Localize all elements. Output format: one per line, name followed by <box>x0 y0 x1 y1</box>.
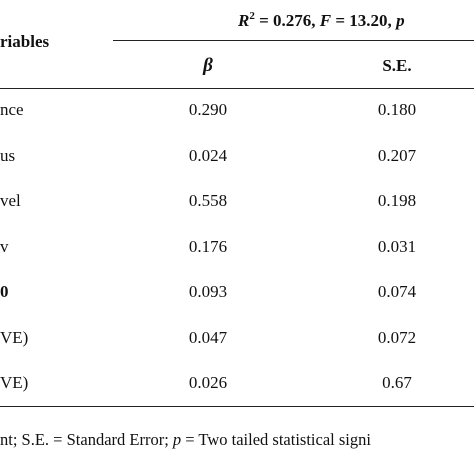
se-value: 0.198 <box>377 191 417 210</box>
footnote-text: = Two tailed statistical signi <box>181 430 371 449</box>
f-label: F <box>319 11 332 30</box>
header-bottom-rule <box>0 88 474 89</box>
beta-value: 0.290 <box>188 100 228 119</box>
beta-value: 0.026 <box>188 373 228 392</box>
footnote-text: nt; S.E. = Standard Error; <box>0 430 173 449</box>
variables-header: riables <box>0 32 50 51</box>
r-label: R <box>238 11 250 30</box>
beta-value: 0.024 <box>188 145 228 165</box>
footnote-p: p <box>172 430 182 449</box>
beta-header: β <box>203 55 213 76</box>
beta-value: 0.047 <box>188 327 228 347</box>
r-superscript: 2 <box>249 10 255 22</box>
se-value: 0.207 <box>377 145 417 165</box>
row-label: VE) <box>0 327 29 347</box>
se-value: 0.072 <box>377 327 417 347</box>
r-value: = 0.276, <box>254 11 320 30</box>
beta-value: 0.093 <box>188 282 228 301</box>
row-label: nce <box>0 100 24 119</box>
se-value: 0.180 <box>377 100 417 119</box>
se-header: S.E. <box>382 56 412 75</box>
row-label: v <box>0 236 9 256</box>
se-value: 0.031 <box>377 236 417 256</box>
f-value: = 13.20, <box>331 11 397 30</box>
row-label: vel <box>0 191 21 210</box>
beta-value: 0.558 <box>188 191 228 210</box>
se-value: 0.074 <box>377 282 417 301</box>
se-value: 0.67 <box>382 373 412 392</box>
footnote: nt; S.E. = Standard Error; p = Two taile… <box>0 430 371 449</box>
row-label: us <box>0 145 16 165</box>
beta-value: 0.176 <box>188 236 228 256</box>
table-bottom-rule <box>0 406 474 407</box>
model-stats: R2 = 0.276, F = 13.20, p <box>238 10 405 30</box>
row-label: 0 <box>0 282 9 301</box>
row-label: VE) <box>0 373 29 392</box>
header-rule <box>113 40 474 41</box>
p-label: p <box>396 11 405 30</box>
